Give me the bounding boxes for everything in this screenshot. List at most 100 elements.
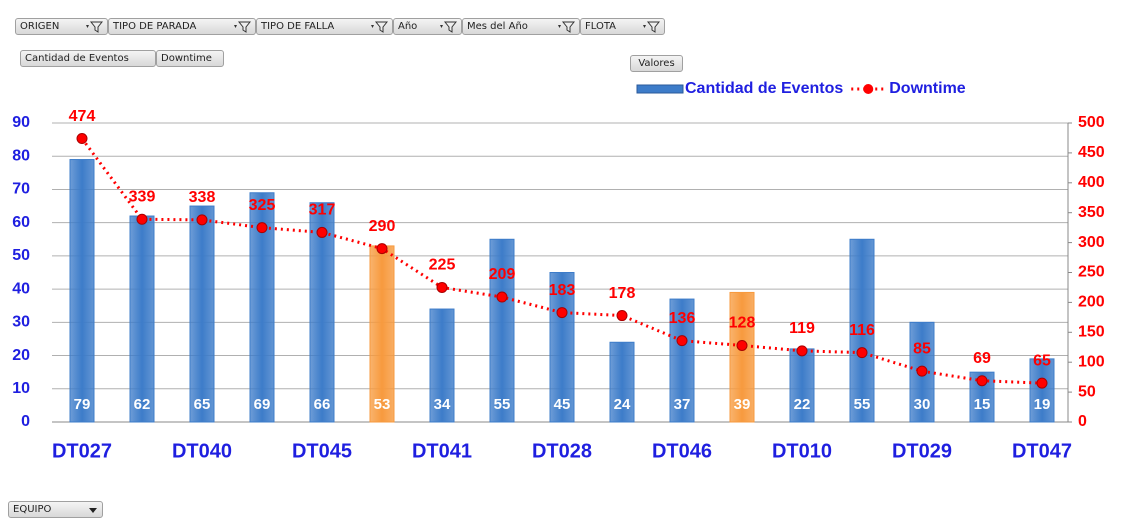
line-marker	[796, 345, 808, 357]
y2-tick-label: 250	[1078, 264, 1105, 281]
bar	[549, 272, 575, 423]
bar-value-label: 62	[134, 396, 151, 413]
legend-label: Cantidad de Eventos	[685, 80, 843, 97]
filter-icon	[440, 21, 457, 33]
line-marker	[916, 365, 928, 377]
line-marker	[136, 213, 148, 225]
bar	[849, 238, 875, 423]
filter-label: Año	[398, 21, 418, 32]
bar	[429, 308, 455, 423]
line-value-label: 69	[973, 350, 991, 367]
bar	[129, 215, 155, 423]
bar-value-label: 79	[74, 396, 91, 413]
bar	[189, 205, 215, 423]
line-value-label: 85	[913, 340, 931, 357]
bar	[609, 341, 635, 423]
filter-label: TIPO DE FALLA	[261, 21, 335, 32]
y-tick-label: 30	[12, 314, 30, 331]
bar-value-label: 65	[194, 396, 211, 413]
y2-tick-label: 200	[1078, 294, 1105, 311]
line-value-label: 128	[729, 315, 756, 332]
bar	[669, 298, 695, 423]
bar	[309, 202, 335, 423]
y2-tick-label: 150	[1078, 324, 1105, 341]
bar-value-label: 15	[974, 396, 991, 413]
x-tick-label: DT047	[1012, 440, 1072, 462]
x-tick-label: DT045	[292, 440, 352, 462]
y2-tick-label: 50	[1078, 383, 1096, 400]
x-tick-label: DT029	[892, 440, 952, 462]
line-value-label: 225	[429, 257, 456, 274]
line-value-label: 339	[129, 188, 156, 205]
line-value-label: 136	[669, 310, 696, 327]
line-value-label: 474	[69, 108, 96, 125]
dropdown-icon	[89, 507, 97, 513]
filter-button[interactable]: TIPO DE PARADA	[108, 18, 256, 35]
y2-tick-label: 400	[1078, 174, 1105, 191]
x-tick-label: DT040	[172, 440, 232, 462]
line-marker	[556, 307, 568, 319]
line-marker	[736, 339, 748, 351]
bar-value-label: 22	[794, 396, 811, 413]
filter-button[interactable]: Año	[393, 18, 462, 35]
line-value-label: 338	[189, 189, 216, 206]
line-marker	[376, 243, 388, 255]
filter-icon	[643, 21, 660, 33]
bar-value-label: 39	[734, 396, 751, 413]
line-marker	[436, 281, 448, 293]
axis-field-label: EQUIPO	[13, 504, 52, 515]
filter-label: ORIGEN	[20, 21, 60, 32]
y-tick-label: 70	[12, 181, 30, 198]
line-marker	[496, 291, 508, 303]
bar-value-label: 53	[374, 396, 391, 413]
y-tick-label: 50	[12, 247, 30, 264]
line-marker	[616, 310, 628, 322]
line-value-label: 317	[309, 202, 336, 219]
y-tick-label: 90	[12, 114, 30, 131]
filter-button[interactable]: ORIGEN	[15, 18, 108, 35]
field-button[interactable]: Cantidad de Eventos	[20, 50, 156, 67]
field-button[interactable]: Downtime	[156, 50, 224, 67]
filter-label: Mes del Año	[467, 21, 528, 32]
line-marker	[316, 226, 328, 238]
line-marker	[1036, 377, 1048, 389]
bar-value-label: 30	[914, 396, 931, 413]
y-tick-label: 80	[12, 147, 30, 164]
x-tick-label: DT028	[532, 440, 592, 462]
filter-button[interactable]: FLOTA	[580, 18, 665, 35]
bar	[789, 348, 815, 423]
line-value-label: 325	[249, 197, 276, 214]
values-button[interactable]: Valores	[630, 55, 683, 72]
filter-icon	[371, 21, 388, 33]
line-marker	[76, 133, 88, 145]
y2-tick-label: 450	[1078, 144, 1105, 161]
y-tick-label: 0	[21, 413, 30, 430]
line-value-label: 209	[489, 266, 516, 283]
bar-value-label: 55	[494, 396, 511, 413]
bar	[729, 291, 755, 423]
bar-value-label: 69	[254, 396, 271, 413]
y2-tick-label: 300	[1078, 234, 1105, 251]
bar-value-label: 37	[674, 396, 691, 413]
line-marker	[976, 375, 988, 387]
line-value-label: 65	[1033, 352, 1051, 369]
bar-value-label: 66	[314, 396, 331, 413]
x-tick-label: DT010	[772, 440, 832, 462]
line-marker	[856, 347, 868, 359]
y2-tick-label: 350	[1078, 204, 1105, 221]
bar	[69, 159, 95, 423]
axis-field-button[interactable]: EQUIPO	[8, 501, 103, 518]
legend-swatch	[636, 84, 684, 94]
line-marker	[676, 335, 688, 347]
filter-label: FLOTA	[585, 21, 617, 32]
filter-button[interactable]: TIPO DE FALLA	[256, 18, 393, 35]
y-tick-label: 40	[12, 280, 30, 297]
filter-button[interactable]: Mes del Año	[462, 18, 580, 35]
filter-icon	[558, 21, 575, 33]
filter-label: TIPO DE PARADA	[113, 21, 197, 32]
line-value-label: 290	[369, 218, 396, 235]
line-value-label: 178	[609, 285, 636, 302]
bar-value-label: 19	[1034, 396, 1051, 413]
